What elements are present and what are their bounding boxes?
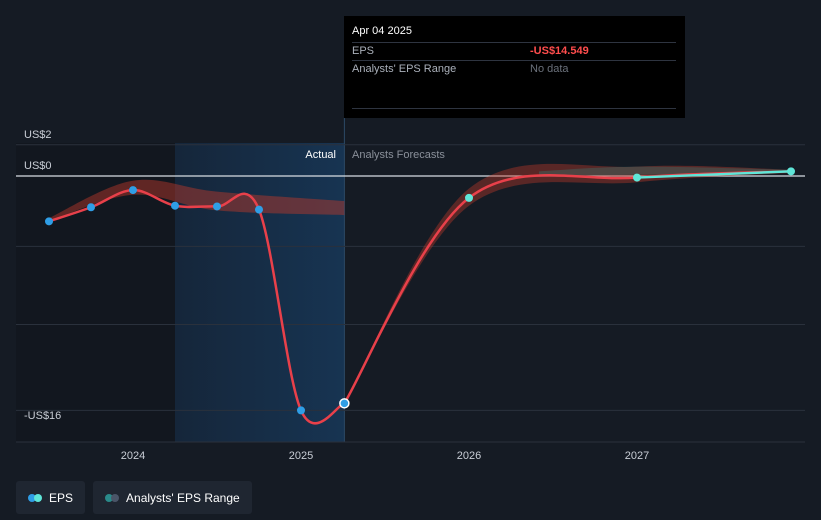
- legend-eps-icon: [28, 493, 42, 502]
- tooltip: Apr 04 2025 EPS -US$14.549 Analysts' EPS…: [344, 16, 685, 118]
- legend-range-icon: [105, 493, 120, 502]
- eps-forecast-point-0: [465, 193, 473, 202]
- legend-range-label: Analysts' EPS Range: [126, 490, 240, 505]
- history-shade: [16, 143, 175, 442]
- eps-actual-point-6: [297, 406, 305, 415]
- x-tick-label-2: 2026: [457, 450, 481, 462]
- y-tick-label-0: US$2: [24, 129, 52, 141]
- legend-eps-dot-b: [34, 493, 42, 502]
- eps-forecast-point-2: [787, 167, 795, 176]
- legend-eps-label: EPS: [49, 490, 74, 505]
- x-axis-labels: 2024 2025 2026 2027: [121, 450, 649, 462]
- eps-markers: [45, 167, 795, 415]
- y-tick-label-2: -US$16: [24, 410, 61, 422]
- eps-actual-point-0: [45, 217, 53, 226]
- forecast-label: Analysts Forecasts: [352, 149, 445, 161]
- eps-actual-point-3: [171, 201, 179, 210]
- tooltip-date: Apr 04 2025: [352, 25, 412, 37]
- eps-forecast-point-1: [633, 173, 641, 182]
- range-band-1: [344, 163, 791, 404]
- x-tick-label-1: 2025: [289, 450, 313, 462]
- tooltip-eps-label: EPS: [352, 45, 375, 57]
- legend-range-dot-a: [105, 493, 114, 502]
- eps-actual-point-4: [213, 202, 221, 211]
- legend-eps-dot-a: [28, 493, 36, 502]
- eps-forecast-tail: [636, 170, 792, 179]
- actual-label: Actual: [305, 149, 336, 161]
- y-tick-label-1: US$0: [24, 160, 52, 172]
- tooltip-range-value: No data: [530, 63, 569, 75]
- tooltip-row-range: Analysts' EPS Range No data: [352, 60, 676, 78]
- chart-shading: [16, 118, 345, 442]
- legend-eps-button[interactable]: EPS: [16, 481, 86, 514]
- eps-actual-point-5: [255, 205, 263, 214]
- tooltip-divider: [352, 108, 676, 109]
- range-band-0: [49, 179, 345, 222]
- eps-actual-point-1: [87, 203, 95, 212]
- tooltip-eps-value: -US$14.549: [530, 45, 589, 57]
- eps-line-1: [343, 170, 793, 405]
- x-tick-label-3: 2027: [625, 450, 649, 462]
- legend-range-button[interactable]: Analysts' EPS Range: [93, 481, 252, 514]
- current-marker: [339, 398, 350, 409]
- legend-range-dot-b: [111, 493, 120, 502]
- tooltip-row-eps: EPS -US$14.549: [352, 42, 676, 60]
- eps-actual-point-2: [129, 186, 137, 195]
- legend: EPS Analysts' EPS Range: [16, 481, 252, 514]
- x-tick-label-0: 2024: [121, 450, 145, 462]
- tooltip-range-label: Analysts' EPS Range: [352, 63, 457, 75]
- actual-period-shade: [175, 143, 345, 442]
- y-axis-labels: US$2 US$0 -US$16: [24, 129, 61, 422]
